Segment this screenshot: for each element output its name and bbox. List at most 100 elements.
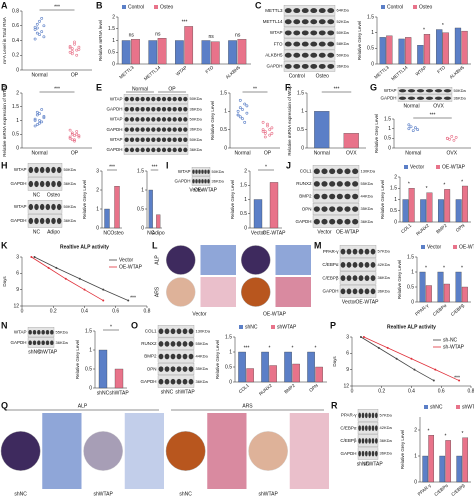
significance: * [292,345,294,351]
data-point [47,266,50,269]
data-point [241,117,244,121]
data-point [38,19,41,23]
blot-signal [344,193,351,200]
y-tick-label: 2 [244,168,247,174]
bar [148,189,153,229]
y-axis-label: Relative mRNA expression of Wtap [287,85,292,156]
blot-signal [158,366,164,372]
blot-signal [327,30,335,36]
blot-signal [45,166,51,174]
significance: *** [182,20,188,26]
blot-signal [352,248,358,255]
blot-signal [151,147,156,153]
blot-kda: 52KDa [337,19,350,24]
blot-signal [293,63,301,69]
y-tick-label: 0 [301,145,304,151]
blot-signal [172,96,177,102]
data-point [73,139,76,143]
lane-label: shNC [161,389,174,395]
blot-signal [352,261,358,268]
blot-signal [124,137,129,142]
y-tick-label: 0.5 [225,364,232,370]
blot-signal [172,107,177,112]
data-point [38,119,41,122]
bar [104,208,110,229]
blot-kda: 50KDa [454,88,467,93]
y-tick-label: 1 [371,30,374,36]
panel-letter: G [370,82,377,92]
blot-kda: 36KDa [56,340,69,345]
lane-label: Osteo [316,73,330,79]
legend-swatch [122,5,126,9]
blot-signal [293,30,301,36]
data-point [386,346,389,349]
blot-signal [188,353,194,360]
blot-signal [56,166,62,174]
blot-label: GAPDH [266,64,282,69]
blot-signal [361,412,365,419]
data-point [268,133,272,137]
data-point [448,137,451,141]
blot-signal [321,193,328,200]
data-point [359,336,362,338]
lane-label: Normal [403,103,419,109]
blot-signal [45,329,50,335]
blot-signal [301,41,309,47]
blot-signal [156,147,161,153]
blot-signal [361,425,365,431]
micro-image [275,277,311,307]
blot-signal [177,96,183,102]
lane-label: NC [33,192,41,198]
blot-signal [358,261,364,268]
x-tick-label: Normal [31,150,47,156]
blot-label: WTAP [110,96,123,101]
y-axis-label: Relative Grey Level [374,114,379,153]
data-point [77,135,81,139]
y-tick-label: 0 [394,219,397,225]
blot-signal [365,450,368,457]
blot-signal [340,261,346,268]
blot-signal [170,366,176,372]
y-tick-label: 2 [16,90,19,96]
y-tick-label: 0.8 [12,8,19,14]
data-point [263,135,267,139]
legend-label: Osteo [419,5,433,11]
blot-signal [344,218,351,225]
blot-signal [327,41,335,47]
legend-label: Vector [427,245,442,251]
blot-signal [352,168,359,175]
y-tick-label: 0 [96,225,99,231]
blot-signal [183,147,188,153]
y-tick-label: 0 [371,61,374,67]
blot-signal [161,96,167,102]
x-tick-label: 0.2 [378,388,385,394]
y-axis-label: Relative mRNA level [98,20,103,61]
x-tick-label: OPN [308,383,319,393]
data-point [127,299,130,302]
blot-signal [313,193,320,200]
legend-swatch [413,5,417,9]
blot-signal [368,412,371,419]
blot-signal [164,366,170,372]
blot-signal [293,8,301,14]
data-point [40,120,44,124]
x-tick-label: 0.4 [81,308,88,314]
blot-signal [140,107,145,112]
lane-label: OVX [433,103,444,109]
blot-label: GAPDH [106,106,122,111]
blot-signal [416,96,425,100]
y-tick-label: 0.5 [108,50,115,56]
blot-band [357,409,379,422]
blot-signal [158,328,164,335]
panel-letter: F [285,82,291,92]
data-point [70,138,74,142]
col-label: shWTAP [93,491,113,497]
blot-signal [284,19,292,25]
data-point [450,134,454,138]
blot-signal [375,425,378,431]
blot-signal [352,288,358,295]
data-point [432,379,435,382]
legend-swatch [456,405,460,409]
header-label: ARS [242,403,253,409]
data-point [458,379,461,382]
